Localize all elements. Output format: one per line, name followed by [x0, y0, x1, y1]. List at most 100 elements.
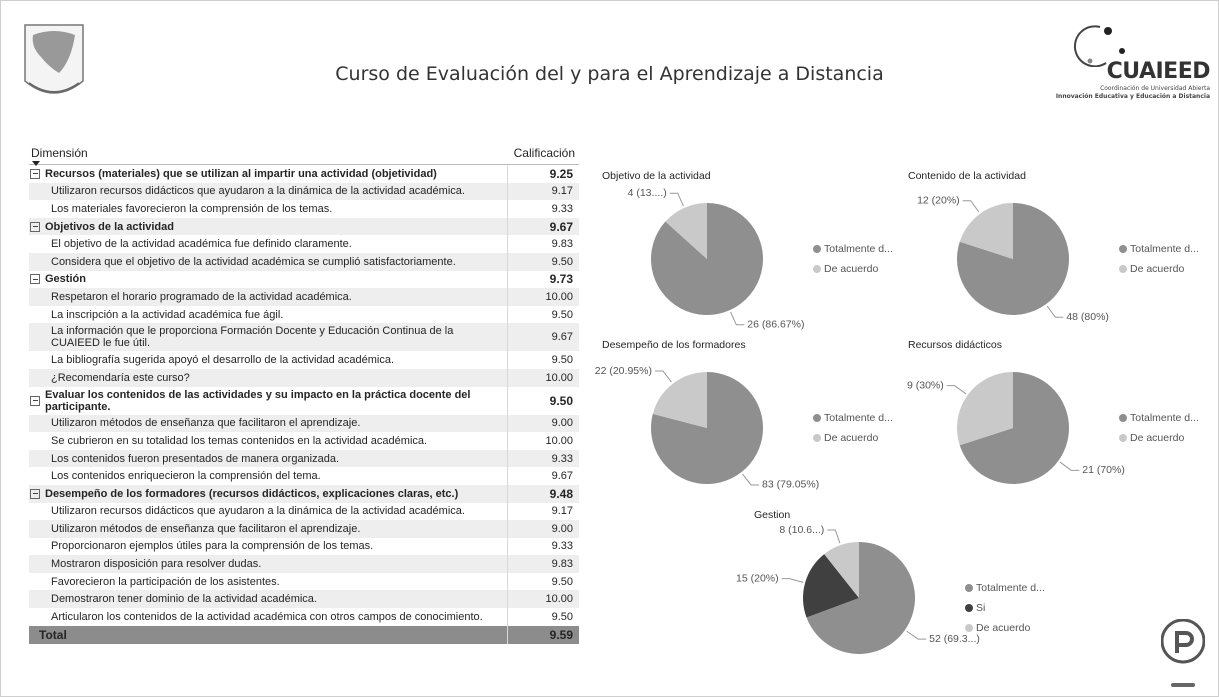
legend-label: De acuerdo: [824, 432, 878, 444]
group-row: Evaluar los contenidos de las actividade…: [29, 386, 579, 415]
data-label: 8 (10.6...): [779, 524, 824, 536]
row-label: Utilizaron recursos didácticos que ayuda…: [51, 505, 465, 518]
row-label: Gestión: [29, 271, 507, 287]
legend-label: Totalmente d...: [976, 582, 1045, 594]
leader-line: [730, 311, 745, 326]
collapse-toggle[interactable]: [30, 221, 40, 232]
row-score: 10.00: [507, 590, 579, 609]
row-score: 9.59: [507, 625, 579, 644]
leader-line: [781, 578, 804, 583]
row-score: 9.67: [507, 217, 579, 236]
row-score: 9.73: [507, 270, 579, 289]
row-score: 9.50: [507, 608, 579, 626]
data-label: 9 (30%): [907, 379, 944, 391]
detail-row: Los materiales favorecieron la comprensi…: [29, 200, 579, 218]
legend-marker: [1119, 265, 1127, 273]
data-label: 12 (20%): [917, 195, 960, 207]
row-score: 10.00: [507, 368, 579, 387]
row-label: Recursos (materiales) que se utilizan al…: [29, 166, 507, 182]
chart-title: Gestion: [754, 509, 790, 521]
collapse-toggle[interactable]: [30, 488, 40, 499]
row-label: El objetivo de la actividad académica fu…: [51, 238, 352, 251]
row-score: 9.48: [507, 484, 579, 503]
pie-slice: [957, 372, 1013, 446]
pie-slice: [652, 372, 707, 428]
row-score: 9.67: [507, 467, 579, 485]
row-label: Objetivos de la actividad: [29, 219, 507, 235]
group-row: Objetivos de la actividad 9.67: [29, 217, 579, 236]
row-label: Respetaron el horario programado de la a…: [51, 290, 352, 303]
row-label: Desempeño de los formadores (recursos di…: [29, 486, 507, 502]
leader-line: [962, 200, 980, 213]
row-label: Utilizaron métodos de enseñanza que faci…: [51, 417, 361, 430]
table-header: Dimensión Calificación: [29, 141, 579, 166]
legend-marker: [1119, 434, 1127, 442]
group-row: Gestión 9.73: [29, 270, 579, 289]
logo-text: CUAIEED: [1106, 59, 1211, 84]
row-score: 9.50: [507, 351, 579, 369]
data-label: 26 (86.67%): [747, 319, 804, 331]
row-label: Evaluar los contenidos de las actividade…: [29, 387, 507, 415]
row-label: Utilizaron recursos didácticos que ayuda…: [51, 185, 465, 198]
legend-label: Totalmente d...: [824, 412, 893, 424]
data-label: 52 (69.3...): [929, 633, 980, 645]
legend-marker: [813, 265, 821, 273]
row-score: 9.83: [507, 235, 579, 253]
pie-slice: [824, 542, 859, 598]
group-row: Desempeño de los formadores (recursos di…: [29, 484, 579, 503]
detail-row: Respetaron el horario programado de la a…: [29, 288, 579, 306]
detail-row: Se cubrieron en su totalidad los temas c…: [29, 432, 579, 450]
collapse-toggle[interactable]: [30, 168, 40, 179]
detail-row: Proporcionaron ejemplos útiles para la c…: [29, 537, 579, 556]
data-label: 4 (13....): [628, 187, 667, 199]
legend-marker: [1119, 414, 1127, 422]
row-score: 9.50: [507, 386, 579, 415]
row-label: La inscripción a la actividad académica …: [51, 308, 284, 321]
row-label: Se cubrieron en su totalidad los temas c…: [51, 434, 428, 447]
legend-label: De acuerdo: [976, 622, 1030, 634]
row-label: La bibliografía sugerida apoyó el desarr…: [51, 354, 395, 367]
detail-row: Utilizaron métodos de enseñanza que faci…: [29, 414, 579, 433]
page-title: Curso de Evaluación del y para el Aprend…: [335, 63, 884, 85]
total-row: Total 9.59: [29, 625, 579, 644]
chart-title: Recursos didácticos: [908, 339, 1002, 351]
table-body: Recursos (materiales) que se utilizan al…: [29, 165, 579, 644]
detail-row: La bibliografía sugerida apoyó el desarr…: [29, 351, 579, 369]
row-label: Total: [39, 627, 67, 642]
row-label: Articularon los contenidos de la activid…: [51, 610, 483, 623]
row-label: ¿Recomendaría este curso?: [51, 371, 190, 384]
column-header[interactable]: Calificación: [513, 146, 575, 160]
row-score: 9.17: [507, 502, 579, 521]
row-label: Demostraron tener dominio de la activida…: [51, 593, 317, 606]
column-header[interactable]: Dimensión: [29, 146, 509, 166]
legend-marker: [965, 584, 973, 592]
row-label: Utilizaron métodos de enseñanza que faci…: [51, 522, 361, 535]
row-score: 9.83: [507, 555, 579, 573]
pie-slice: [802, 554, 859, 618]
leader-line: [946, 385, 967, 395]
pie-slice: [959, 203, 1013, 259]
data-label: 83 (79.05%): [762, 479, 819, 491]
row-score: 9.33: [507, 200, 579, 218]
legend-label: Si: [976, 602, 985, 614]
row-label: Los materiales favorecieron la comprensi…: [51, 202, 333, 215]
powerbi-icon[interactable]: [1161, 619, 1205, 691]
logo-mark: [1073, 25, 1125, 67]
row-score: 9.25: [507, 165, 579, 183]
detail-row: Articularon los contenidos de la activid…: [29, 608, 579, 626]
row-score: 10.00: [507, 432, 579, 450]
legend-marker: [813, 414, 821, 422]
data-label: 22 (20.95%): [595, 365, 652, 377]
row-score: 9.33: [507, 449, 579, 468]
data-label: 21 (70%): [1082, 464, 1125, 476]
legend-marker: [1119, 245, 1127, 253]
detail-row: Demostraron tener dominio de la activida…: [29, 590, 579, 609]
row-label: La información que le proporciona Formac…: [51, 325, 454, 350]
collapse-toggle[interactable]: [30, 395, 40, 406]
group-row: Recursos (materiales) que se utilizan al…: [29, 165, 579, 183]
detail-row: Favorecieron la participación de los asi…: [29, 572, 579, 591]
chart-title: Desempeño de los formadores: [602, 339, 746, 351]
collapse-toggle[interactable]: [30, 274, 40, 285]
